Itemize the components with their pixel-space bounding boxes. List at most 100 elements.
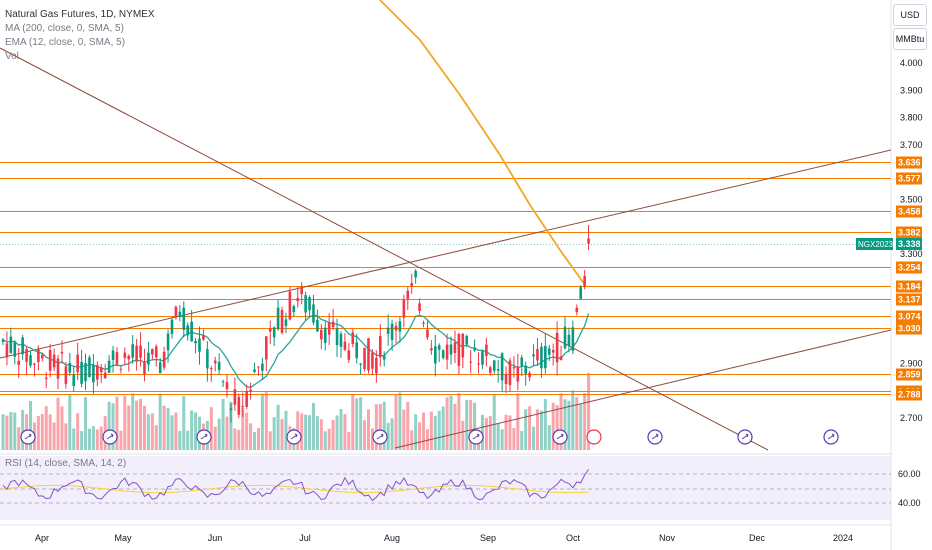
candle-body bbox=[261, 363, 264, 371]
volume-bar bbox=[68, 393, 72, 450]
earnings-marker-icon bbox=[586, 429, 602, 445]
candle-body bbox=[469, 361, 472, 363]
candle-body bbox=[190, 321, 193, 342]
candle-body bbox=[520, 357, 524, 366]
volume-bar bbox=[162, 405, 166, 450]
level-price-label: 3.577 bbox=[898, 174, 921, 184]
candle-body bbox=[292, 306, 296, 313]
candle-body bbox=[44, 377, 48, 379]
candle-body bbox=[363, 347, 366, 370]
volume-bar bbox=[335, 415, 339, 450]
ma-legend[interactable]: MA (200, close, 0, SMA, 5) bbox=[5, 23, 124, 34]
volume-bar bbox=[174, 412, 178, 450]
level-price-label: 3.382 bbox=[898, 228, 921, 238]
candle-body bbox=[406, 290, 410, 300]
ema-line bbox=[2, 313, 590, 389]
volume-bar bbox=[563, 399, 567, 450]
volume-bar bbox=[233, 428, 237, 450]
volume-bar bbox=[311, 402, 315, 450]
candle-body bbox=[284, 319, 288, 326]
level-price-badge bbox=[896, 156, 922, 169]
event-marker-arrow-icon bbox=[741, 433, 749, 440]
volume-bar bbox=[264, 392, 268, 450]
volume-bar bbox=[410, 430, 414, 450]
candle-body bbox=[154, 346, 158, 358]
volume-bar bbox=[504, 414, 508, 450]
volume-bar bbox=[178, 430, 182, 450]
ema-legend[interactable]: EMA (12, close, 0, SMA, 5) bbox=[5, 37, 126, 48]
volume-bar bbox=[131, 393, 135, 450]
candle-body bbox=[434, 346, 437, 364]
volume-bar bbox=[394, 394, 398, 450]
time-tick-label: May bbox=[114, 533, 132, 543]
volume-bar bbox=[366, 409, 370, 450]
volume-bar bbox=[190, 410, 194, 450]
volume-bar bbox=[579, 403, 583, 450]
volume-bar bbox=[492, 394, 496, 450]
candle-body bbox=[367, 338, 370, 371]
volume-bar bbox=[465, 400, 469, 450]
volume-bar bbox=[213, 426, 217, 450]
price-tick-label: 2.700 bbox=[900, 413, 923, 423]
volume-bar bbox=[229, 401, 233, 450]
volume-bar bbox=[508, 415, 512, 450]
candle-body bbox=[5, 343, 9, 358]
volume-bar bbox=[241, 407, 245, 450]
price-tick-label: 3.300 bbox=[900, 249, 923, 259]
candle-body bbox=[414, 270, 417, 278]
candle-body bbox=[111, 350, 115, 360]
currency-button[interactable]: USD bbox=[893, 4, 927, 26]
candle-body bbox=[209, 368, 213, 370]
candle-body bbox=[178, 311, 182, 317]
candle-body bbox=[410, 282, 414, 286]
ma-200-line bbox=[379, 0, 586, 286]
candle-body bbox=[528, 372, 531, 378]
volume-bar bbox=[551, 402, 555, 450]
candle-body bbox=[158, 362, 162, 374]
candle-body bbox=[1, 339, 5, 342]
candle-body bbox=[217, 361, 221, 371]
candle-body bbox=[107, 360, 111, 373]
time-tick-label: Apr bbox=[35, 533, 49, 543]
unit-button[interactable]: MMBtu bbox=[893, 28, 927, 50]
volume-bar bbox=[194, 412, 198, 450]
candle-body bbox=[489, 367, 492, 373]
rsi-legend[interactable]: RSI (14, close, SMA, 14, 2) bbox=[5, 458, 127, 469]
candle-body bbox=[253, 369, 256, 372]
candle-body bbox=[320, 329, 323, 340]
rsi-tick-label: 60.00 bbox=[898, 469, 921, 479]
candle-body bbox=[174, 306, 178, 318]
candle-body bbox=[265, 336, 268, 360]
volume-bar bbox=[445, 397, 449, 450]
volume-bar bbox=[433, 415, 437, 450]
candle-body bbox=[343, 341, 347, 350]
level-price-label: 3.458 bbox=[898, 207, 921, 217]
candle-body bbox=[17, 360, 21, 365]
level-price-label: 3.137 bbox=[898, 295, 921, 305]
candle-body bbox=[524, 366, 527, 374]
volume-bar bbox=[9, 412, 13, 450]
volume-bar bbox=[319, 419, 323, 450]
event-marker-arrow-icon bbox=[290, 433, 298, 440]
volume-bar bbox=[84, 397, 88, 450]
volume-bar bbox=[571, 390, 575, 450]
candle-body bbox=[394, 326, 398, 331]
candle-body bbox=[135, 345, 138, 362]
symbol-badge bbox=[856, 238, 893, 250]
candle-body bbox=[418, 303, 421, 311]
candle-body bbox=[473, 348, 476, 351]
candle-body bbox=[33, 363, 36, 365]
volume-bar bbox=[390, 418, 394, 450]
candle-body bbox=[371, 352, 374, 369]
volume-bar bbox=[374, 404, 378, 450]
volume-bar bbox=[99, 426, 103, 450]
vol-legend[interactable]: Vol bbox=[5, 51, 19, 62]
level-price-badge bbox=[896, 293, 922, 306]
volume-bar bbox=[418, 422, 422, 450]
level-price-label: 3.636 bbox=[898, 158, 921, 168]
symbol-title[interactable]: Natural Gas Futures, 1D, NYMEX bbox=[5, 9, 155, 20]
candle-body bbox=[249, 389, 252, 392]
volume-bar bbox=[268, 431, 272, 450]
candle-body bbox=[182, 307, 186, 330]
